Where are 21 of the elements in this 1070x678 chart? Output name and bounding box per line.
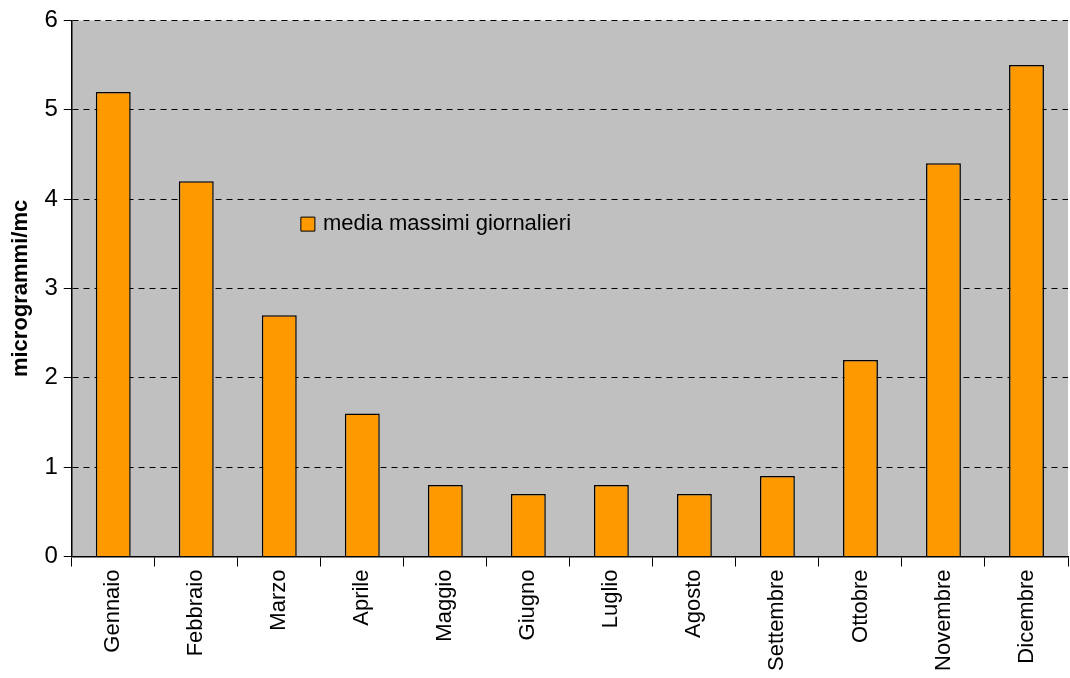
x-tick-label: Settembre <box>763 569 789 672</box>
legend-label: media massimi giornalieri <box>322 210 572 236</box>
y-tick-label: 2 <box>44 362 58 390</box>
y-tick-label: 4 <box>44 183 58 211</box>
y-tick-label: 6 <box>44 5 58 33</box>
y-tick-label: 5 <box>44 94 58 122</box>
x-tick-label: Novembre <box>929 569 955 671</box>
y-tick-label: 0 <box>44 541 58 569</box>
x-tick-label: Marzo <box>265 569 291 631</box>
x-tick-label: Gennaio <box>99 569 125 653</box>
x-tick-label: Ottobre <box>846 569 872 643</box>
x-tick-label: Luglio <box>597 569 623 629</box>
y-tick-label: 3 <box>44 273 58 301</box>
x-tick-label: Dicembre <box>1012 569 1038 664</box>
x-tick-label: Febbraio <box>182 569 208 657</box>
y-tick-label: 1 <box>44 451 58 479</box>
x-tick-label: Agosto <box>680 569 706 639</box>
y-axis-title: microgrammi/mc <box>7 199 33 378</box>
x-tick-label: Aprile <box>348 569 374 626</box>
x-tick-label: Giugno <box>514 569 540 641</box>
x-tick-label: Maggio <box>431 569 457 642</box>
